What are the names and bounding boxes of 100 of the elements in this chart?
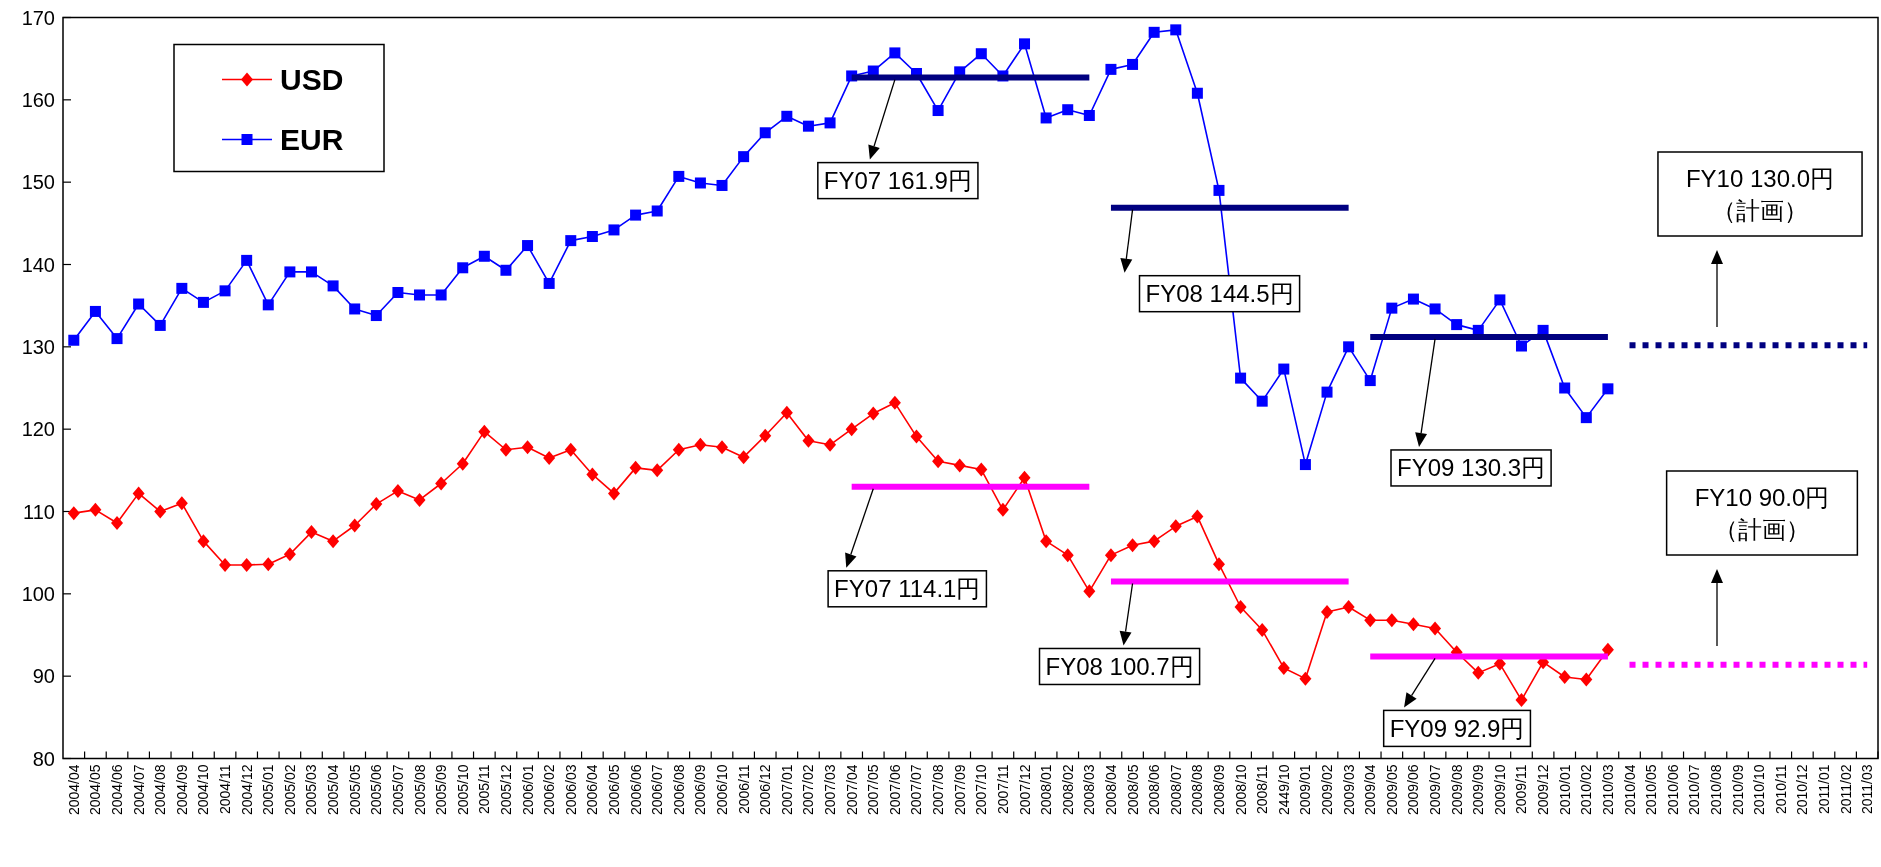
x-tick-label: 2008/03 bbox=[1081, 764, 1098, 816]
x-tick-label: 2008/08 bbox=[1189, 764, 1206, 816]
x-tick-label: 2007/06 bbox=[886, 764, 903, 816]
x-tick-label: 2005/04 bbox=[325, 764, 342, 816]
x-tick-label: 2004/05 bbox=[87, 764, 104, 816]
annotation: FY08 100.7円 bbox=[1038, 647, 1201, 686]
y-tick-label: 90 bbox=[32, 665, 55, 688]
x-tick-label: 2007/07 bbox=[908, 764, 925, 816]
x-tick-label: 2009/07 bbox=[1427, 764, 1444, 816]
x-tick-label: 2010/08 bbox=[1707, 764, 1724, 816]
x-tick-label: 2010/12 bbox=[1794, 764, 1811, 816]
x-tick-label: 2006/03 bbox=[562, 764, 579, 816]
x-tick-label: 2011/01 bbox=[1815, 764, 1832, 815]
x-tick-label: 2010/01 bbox=[1556, 764, 1573, 816]
x-tick-label: 2009/05 bbox=[1383, 764, 1400, 816]
x-tick-label: 2009/12 bbox=[1535, 764, 1552, 816]
x-tick-label: 2004/06 bbox=[109, 764, 126, 816]
y-tick-label: 110 bbox=[23, 500, 55, 523]
x-tick-label: 2009/02 bbox=[1319, 764, 1336, 816]
annotation: FY07 161.9円 bbox=[817, 161, 979, 200]
y-tick-label: 160 bbox=[21, 88, 55, 111]
x-tick-label: 2005/09 bbox=[433, 764, 450, 816]
x-tick-label: 2009/03 bbox=[1340, 764, 1357, 816]
x-tick-label: 2005/08 bbox=[411, 764, 428, 816]
x-tick-label: 2007/12 bbox=[1016, 764, 1033, 816]
x-tick-label: 2005/03 bbox=[303, 764, 320, 816]
y-tick-label: 100 bbox=[21, 582, 55, 605]
x-tick-label: 2010/05 bbox=[1643, 764, 1660, 816]
x-tick-label: 2008/06 bbox=[1146, 764, 1163, 816]
x-tick-label: 2009/04 bbox=[1362, 764, 1379, 816]
y-tick-label: 150 bbox=[21, 171, 55, 194]
x-tick-label: 2004/10 bbox=[195, 764, 212, 816]
x-tick-label: 2008/05 bbox=[1124, 764, 1141, 816]
annotation: FY10 130.0円 bbox=[1685, 164, 1835, 192]
x-tick-label: 2449/10 bbox=[1275, 764, 1292, 816]
x-tick-label: 2006/07 bbox=[649, 764, 666, 816]
annotation: FY08 144.5円 bbox=[1138, 274, 1301, 313]
annotation: FY07 161.9円 bbox=[823, 167, 972, 195]
x-tick-label: 2007/10 bbox=[973, 764, 990, 816]
x-tick-label: 2006/11 bbox=[735, 764, 752, 815]
x-tick-label: 2006/02 bbox=[541, 764, 558, 816]
x-tick-label: 2010/11 bbox=[1772, 764, 1789, 815]
y-tick-label: 170 bbox=[21, 6, 55, 29]
x-tick-label: 2006/04 bbox=[584, 764, 601, 816]
x-tick-label: 2006/09 bbox=[692, 764, 709, 816]
annotation: FY08 100.7円 bbox=[1045, 652, 1194, 680]
x-tick-label: 2008/11 bbox=[1254, 764, 1271, 815]
annotation: FY10 130.0円 （計画） bbox=[1657, 151, 1863, 237]
x-tick-label: 2009/01 bbox=[1297, 764, 1314, 816]
x-tick-label: 2009/11 bbox=[1513, 764, 1530, 815]
y-tick-label: 120 bbox=[21, 418, 55, 441]
x-tick-label: 2009/06 bbox=[1405, 764, 1422, 816]
x-tick-label: 2009/10 bbox=[1491, 764, 1508, 816]
x-tick-label: 2010/10 bbox=[1751, 764, 1768, 816]
x-tick-label: 2008/04 bbox=[1102, 764, 1119, 816]
x-tick-label: 2007/05 bbox=[865, 764, 882, 816]
x-tick-label: 2005/06 bbox=[368, 764, 385, 816]
annotation: FY10 90.0円 （計画） bbox=[1665, 470, 1859, 556]
x-tick-label: 2008/09 bbox=[1210, 764, 1227, 816]
x-tick-label: 2009/09 bbox=[1470, 764, 1487, 816]
x-tick-label: 2005/05 bbox=[346, 764, 363, 816]
annotation: （計画） bbox=[1712, 196, 1808, 224]
x-tick-label: 2007/03 bbox=[822, 764, 839, 816]
x-tick-label: 2007/04 bbox=[843, 764, 860, 816]
x-tick-label: 2006/05 bbox=[605, 764, 622, 816]
y-tick-label: 140 bbox=[21, 253, 55, 276]
x-tick-label: 2011/03 bbox=[1859, 764, 1876, 815]
x-tick-label: 2004/08 bbox=[152, 764, 169, 816]
x-tick-label: 2005/12 bbox=[497, 764, 514, 816]
x-tick-label: 2010/02 bbox=[1578, 764, 1595, 816]
x-tick-label: 2010/06 bbox=[1664, 764, 1681, 816]
x-tick-label: 2005/11 bbox=[476, 764, 493, 815]
annotation: FY10 90.0円 bbox=[1694, 483, 1830, 511]
x-tick-label: 2006/10 bbox=[714, 764, 731, 816]
x-tick-label: 2005/01 bbox=[260, 764, 277, 816]
x-tick-label: 2004/04 bbox=[65, 764, 82, 816]
x-tick-label: 2010/09 bbox=[1729, 764, 1746, 816]
x-tick-label: 2006/06 bbox=[627, 764, 644, 816]
x-tick-label: 2010/03 bbox=[1599, 764, 1616, 816]
x-tick-label: 2006/08 bbox=[670, 764, 687, 816]
y-tick-label: 130 bbox=[21, 335, 55, 358]
x-tick-label: 2008/07 bbox=[1167, 764, 1184, 816]
x-tick-label: 2005/10 bbox=[454, 764, 471, 816]
x-tick-label: 2005/02 bbox=[281, 764, 298, 816]
x-tick-label: 2007/09 bbox=[951, 764, 968, 816]
x-tick-label: 2004/11 bbox=[217, 764, 234, 815]
x-tick-label: 2010/04 bbox=[1621, 764, 1638, 816]
x-tick-label: 2006/12 bbox=[757, 764, 774, 816]
annotation: FY09 92.9円 bbox=[1382, 709, 1532, 748]
annotation: FY08 144.5円 bbox=[1145, 280, 1294, 308]
x-tick-label: 2007/08 bbox=[930, 764, 947, 816]
x-tick-label: 2005/07 bbox=[389, 764, 406, 816]
annotation: FY09 92.9円 bbox=[1389, 714, 1525, 742]
x-tick-label: 2008/10 bbox=[1232, 764, 1249, 816]
legend-label: USD bbox=[280, 63, 344, 96]
x-tick-label: 2007/02 bbox=[800, 764, 817, 816]
x-tick-label: 2011/02 bbox=[1837, 764, 1854, 815]
annotation: FY07 114.1円 bbox=[834, 575, 981, 603]
annotation: FY09 130.3円 bbox=[1397, 454, 1546, 482]
legend-label: EUR bbox=[280, 123, 344, 156]
